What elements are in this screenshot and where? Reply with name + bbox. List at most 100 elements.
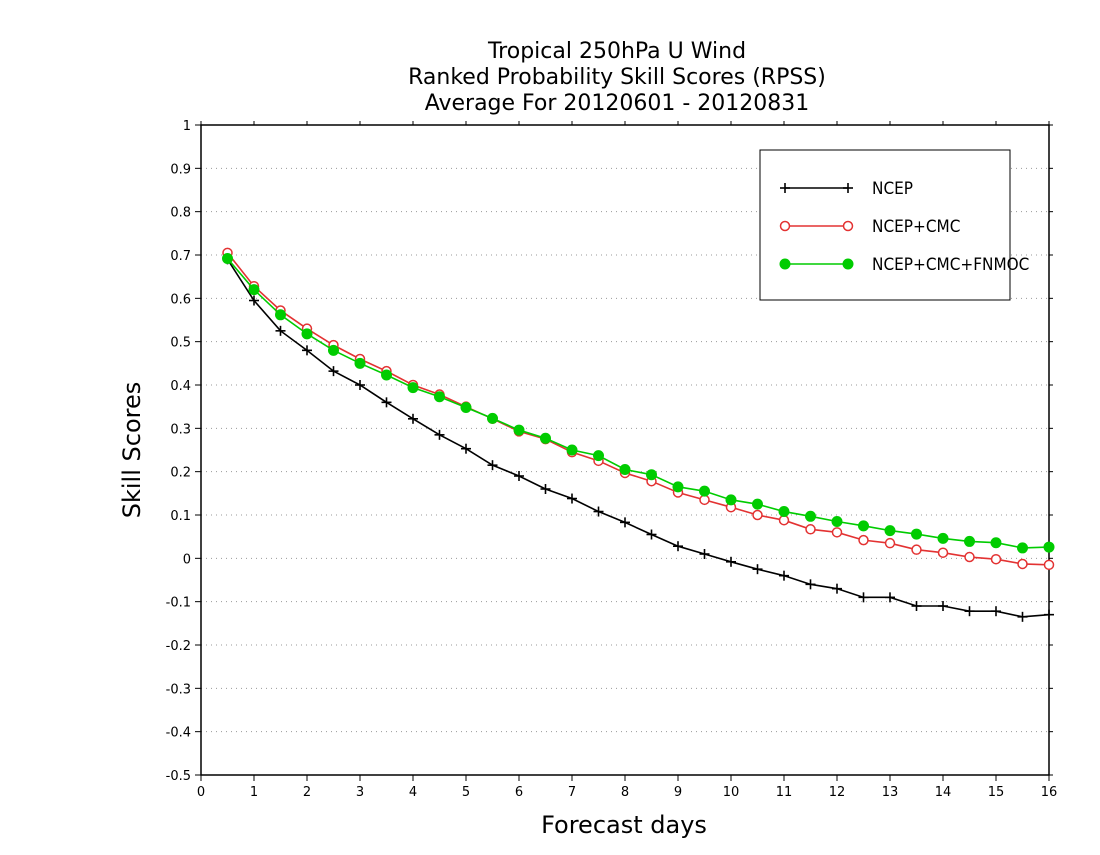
point-ncep-cmc-fnmoc	[937, 532, 949, 544]
point-ncep	[1017, 611, 1028, 622]
y-tick-label: 0.3	[170, 422, 191, 437]
point-ncep-cmc-fnmoc	[487, 412, 498, 424]
point-ncep	[434, 429, 445, 440]
x-tick-label: 5	[462, 785, 470, 800]
y-tick-label: 0.2	[170, 466, 191, 481]
point-ncep	[249, 295, 259, 306]
point-ncep-cmc-fnmoc	[328, 344, 339, 356]
point-ncep-cmc-fnmoc	[990, 537, 1002, 549]
point-ncep	[752, 564, 763, 575]
legend-marker-ncep	[843, 183, 853, 193]
point-ncep	[646, 529, 657, 540]
point-ncep-cmc	[752, 509, 763, 521]
x-tick-label: 6	[515, 785, 523, 800]
point-ncep-cmc-fnmoc	[752, 498, 763, 510]
x-tick-label: 0	[197, 785, 205, 800]
point-ncep	[593, 506, 604, 517]
point-ncep-cmc	[778, 514, 790, 526]
point-ncep-cmc	[805, 524, 816, 535]
point-ncep-cmc	[937, 547, 949, 558]
y-tick-label: -0.5	[166, 769, 191, 784]
point-ncep-cmc-fnmoc	[248, 284, 260, 296]
point-ncep-cmc	[911, 544, 922, 555]
y-tick-label: 0.8	[170, 206, 191, 221]
point-ncep-cmc-fnmoc	[884, 525, 896, 537]
legend-marker-ncep-cmc	[779, 220, 791, 232]
point-ncep-cmc-fnmoc	[460, 402, 472, 414]
point-ncep-cmc	[1043, 559, 1055, 571]
x-tick-label: 16	[1041, 785, 1058, 800]
point-ncep-cmc-fnmoc	[1017, 542, 1028, 554]
point-ncep-cmc-fnmoc	[513, 424, 525, 436]
series-layer	[222, 247, 1055, 622]
y-tick-label: 0.7	[170, 249, 191, 264]
point-ncep	[911, 601, 922, 611]
point-ncep-cmc-fnmoc	[301, 328, 313, 340]
y-tick-label: 0.4	[170, 379, 191, 394]
y-tick-label: 0.6	[170, 292, 191, 307]
x-tick-label: 12	[829, 785, 846, 800]
x-axis-title: Forecast days	[541, 811, 707, 839]
legend: NCEP NCEP+CMC NCEP+CMC+FNMOC	[759, 149, 1029, 301]
point-ncep-cmc-fnmoc	[222, 252, 233, 264]
point-ncep	[938, 601, 948, 611]
point-ncep-cmc-fnmoc	[805, 510, 816, 522]
point-ncep	[514, 471, 524, 481]
point-ncep-cmc-fnmoc	[964, 535, 975, 547]
point-ncep	[328, 366, 339, 377]
point-ncep-cmc-fnmoc	[275, 309, 286, 321]
point-ncep	[302, 345, 312, 356]
point-ncep	[275, 325, 286, 336]
point-ncep	[832, 583, 842, 594]
point-ncep-cmc-fnmoc	[566, 444, 578, 456]
point-ncep-cmc-fnmoc	[540, 432, 551, 444]
point-ncep-cmc-fnmoc	[699, 485, 710, 497]
point-ncep-cmc-fnmoc	[858, 520, 869, 532]
axis-layer: -0.5 -0.4 -0.3 -0.2 -0.1 0 0.1 0.2 0.3 0.4 0.5 0.6 0…	[166, 119, 1058, 800]
x-tick-label: 2	[303, 785, 311, 800]
point-ncep	[461, 443, 471, 454]
point-ncep-cmc-fnmoc	[725, 494, 737, 506]
legend-label-ncep: NCEP	[872, 179, 913, 199]
point-ncep	[885, 592, 895, 603]
legend-box	[759, 149, 1011, 301]
point-ncep	[1044, 609, 1054, 620]
point-ncep-cmc-fnmoc	[1043, 541, 1055, 553]
legend-marker-ncep-cmc-fnmoc	[842, 258, 854, 270]
point-ncep	[487, 460, 498, 471]
legend-marker-ncep-cmc-fnmoc	[779, 258, 791, 270]
y-tick-label: 1	[183, 119, 191, 134]
y-tick-label: 0.9	[170, 162, 191, 177]
point-ncep-cmc	[699, 494, 710, 506]
point-ncep	[699, 549, 710, 559]
point-ncep-cmc-fnmoc	[619, 464, 631, 475]
point-ncep	[355, 380, 365, 390]
x-tick-label: 13	[882, 785, 899, 800]
point-ncep	[673, 541, 683, 552]
point-ncep	[858, 592, 869, 603]
point-ncep-cmc-fnmoc	[354, 357, 366, 369]
y-axis-title: Skill Scores	[118, 382, 146, 519]
series-line-ncep	[226, 258, 1050, 618]
x-tick-label: 8	[621, 785, 629, 800]
y-tick-label: 0	[183, 552, 191, 567]
point-ncep	[991, 606, 1001, 617]
x-tick-label: 15	[988, 785, 1005, 800]
x-tick-label: 7	[568, 785, 576, 800]
point-ncep	[408, 413, 418, 424]
chart-title-line-2: Ranked Probability Skill Scores (RPSS)	[408, 65, 826, 90]
y-tick-label: 0.5	[170, 336, 191, 351]
point-ncep-cmc-fnmoc	[831, 516, 843, 527]
chart-title-line-3: Average For 20120601 - 20120831	[425, 91, 810, 116]
x-tick-label: 1	[250, 785, 258, 800]
x-tick-label: 14	[935, 785, 952, 800]
point-ncep	[540, 484, 551, 494]
point-ncep-cmc	[831, 527, 843, 538]
x-tick-label: 11	[776, 785, 793, 800]
point-ncep-cmc-fnmoc	[381, 369, 392, 381]
y-tick-label: 0.1	[170, 509, 191, 524]
point-ncep-cmc	[884, 537, 896, 549]
point-ncep-cmc-fnmoc	[434, 391, 445, 403]
